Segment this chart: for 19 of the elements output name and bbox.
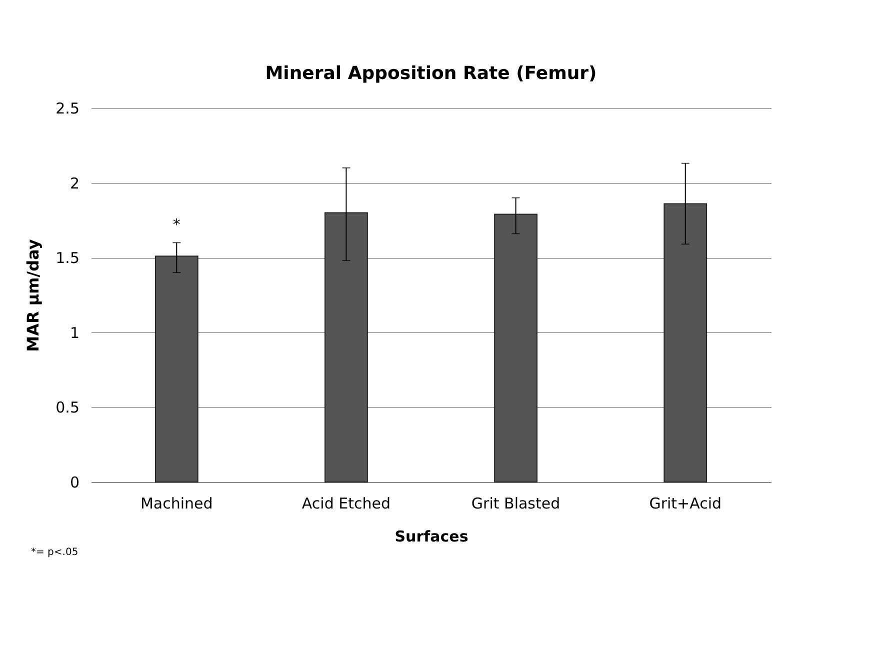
chart-title: Mineral Apposition Rate (Femur): [265, 63, 597, 84]
x-tick-label: Acid Etched: [302, 494, 390, 512]
bar: [324, 212, 368, 482]
y-tick-label: 0.5: [56, 398, 80, 417]
x-tick-label: Grit Blasted: [471, 494, 560, 512]
x-axis-title: Surfaces: [394, 528, 468, 546]
x-tick-label: Grit+Acid: [649, 494, 722, 512]
bar: [664, 203, 708, 482]
bar: [154, 256, 198, 482]
y-axis-title: MAR µm/day: [24, 238, 43, 352]
x-tick-label: Machined: [140, 494, 213, 512]
y-tick-label: 1.5: [56, 249, 80, 268]
y-tick-label: 1: [70, 324, 80, 342]
annotation: *: [172, 216, 181, 234]
y-tick-label: 2.5: [56, 100, 80, 118]
y-tick-label: 0: [70, 474, 80, 492]
text: *= p<.05: [31, 547, 78, 558]
bar: [494, 214, 538, 482]
y-tick-label: 2: [70, 174, 80, 192]
